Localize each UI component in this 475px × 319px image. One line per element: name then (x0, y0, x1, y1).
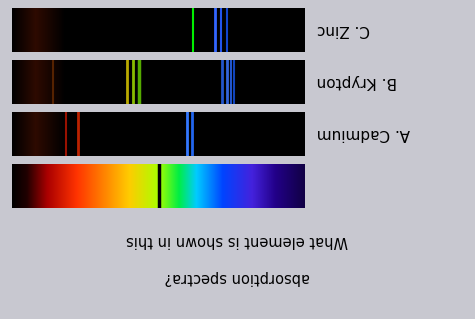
Text: absorption spectra?: absorption spectra? (165, 270, 310, 285)
Text: What element is shown in this: What element is shown in this (126, 233, 349, 248)
Text: B. Krypton: B. Krypton (316, 74, 397, 90)
Text: A. Cadmium: A. Cadmium (316, 126, 410, 142)
Text: C. Zinc: C. Zinc (316, 22, 370, 38)
